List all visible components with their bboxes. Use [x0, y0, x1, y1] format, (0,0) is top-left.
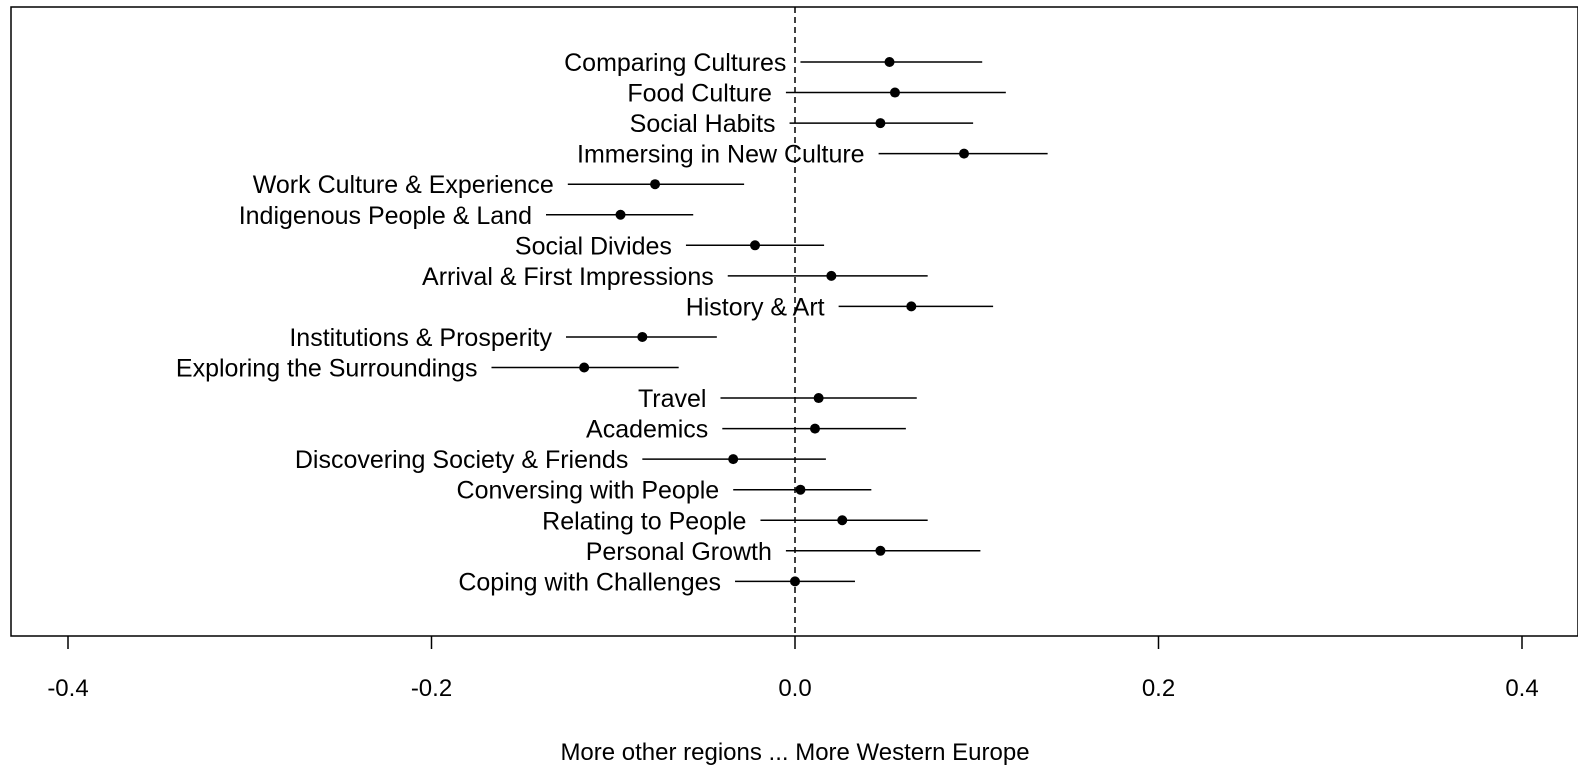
point-label: Institutions & Prosperity — [289, 324, 552, 352]
x-tick-label: 0.4 — [1505, 675, 1538, 702]
point-row: Discovering Society & Friends — [295, 446, 826, 474]
estimate-point — [889, 87, 900, 98]
point-label: Conversing with People — [457, 477, 720, 505]
estimate-point — [813, 393, 824, 404]
point-label: Immersing in New Culture — [577, 141, 865, 169]
point-row: Social Habits — [630, 110, 974, 138]
point-row: Coping with Challenges — [458, 568, 855, 596]
estimate-point — [875, 118, 886, 129]
point-label: Discovering Society & Friends — [295, 446, 628, 474]
estimate-point — [809, 423, 820, 434]
point-row: Immersing in New Culture — [577, 141, 1048, 169]
point-row: Food Culture — [627, 80, 1006, 108]
point-label: Food Culture — [627, 80, 772, 108]
point-row: History & Art — [686, 293, 994, 321]
point-row: Conversing with People — [457, 477, 872, 505]
point-row: Arrival & First Impressions — [422, 263, 928, 291]
point-row: Exploring the Surroundings — [176, 355, 679, 383]
x-tick-label: -0.4 — [47, 675, 88, 702]
x-tick-label: 0.0 — [778, 675, 811, 702]
point-row: Indigenous People & Land — [239, 202, 694, 230]
estimate-point — [795, 484, 806, 495]
point-row: Social Divides — [515, 232, 825, 260]
estimate-point — [728, 454, 739, 465]
point-label: Social Habits — [630, 110, 776, 138]
estimate-point — [884, 57, 895, 67]
point-label: Coping with Challenges — [458, 568, 721, 596]
point-label: Personal Growth — [586, 538, 772, 566]
point-row: Relating to People — [542, 507, 928, 535]
estimate-point — [959, 148, 970, 159]
x-axis-title: More other regions ... More Western Euro… — [560, 739, 1029, 766]
estimate-point — [750, 240, 761, 251]
x-tick-label: 0.2 — [1142, 675, 1175, 702]
point-row: Institutions & Prosperity — [289, 324, 717, 352]
point-label: Indigenous People & Land — [239, 202, 532, 230]
point-row: Comparing Cultures — [564, 49, 983, 77]
estimate-point — [837, 515, 848, 526]
estimate-point — [875, 545, 886, 556]
point-label: Travel — [638, 385, 707, 413]
estimate-point — [615, 209, 626, 220]
point-label: Work Culture & Experience — [253, 171, 554, 199]
point-label: Exploring the Surroundings — [176, 355, 478, 383]
estimate-point — [790, 576, 800, 587]
point-label: Social Divides — [515, 232, 672, 260]
point-label: Arrival & First Impressions — [422, 263, 714, 291]
point-label: Academics — [586, 416, 708, 444]
x-tick-label: -0.2 — [411, 675, 452, 702]
point-row: Personal Growth — [586, 538, 981, 566]
point-row: Travel — [638, 385, 917, 413]
point-row: Work Culture & Experience — [253, 171, 745, 199]
estimate-point — [906, 301, 917, 312]
point-row: Academics — [586, 416, 906, 444]
point-label: Relating to People — [542, 507, 746, 535]
estimate-point — [579, 362, 590, 373]
point-label: Comparing Cultures — [564, 49, 786, 77]
point-label: History & Art — [686, 293, 825, 321]
estimate-point — [650, 179, 661, 190]
estimate-point — [826, 270, 837, 281]
estimate-point — [637, 331, 648, 342]
